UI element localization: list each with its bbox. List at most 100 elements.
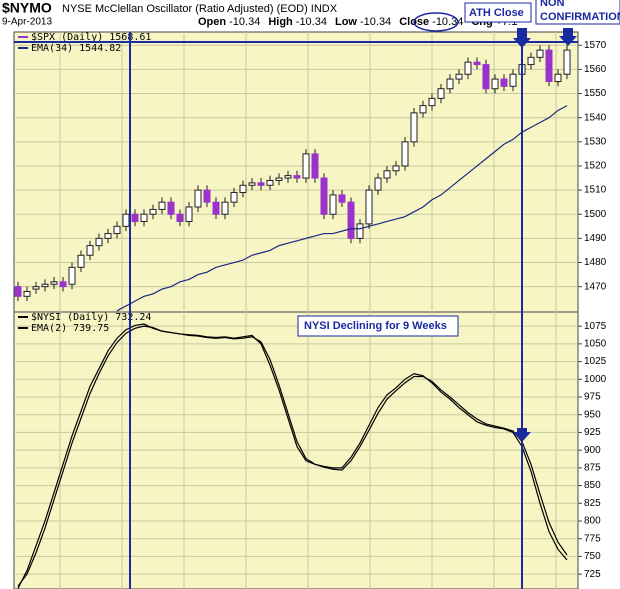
arrow xyxy=(513,428,531,442)
y-tick-label: 950 xyxy=(584,409,601,420)
y-tick-label: 825 xyxy=(584,498,601,509)
quote-value: -10.34 xyxy=(296,16,327,28)
candle-body xyxy=(194,189,202,208)
candle-body xyxy=(239,184,247,194)
candle-body xyxy=(113,225,121,235)
y-tick-label: 1050 xyxy=(584,339,607,350)
vertical-grid xyxy=(59,32,557,589)
candle-body xyxy=(482,64,490,90)
candle-body xyxy=(491,78,499,90)
quote-value: -10.34 xyxy=(432,16,463,28)
candle-body xyxy=(392,165,400,172)
candle-body xyxy=(401,141,409,167)
candle-body xyxy=(68,266,76,285)
y-tick-label: 1000 xyxy=(584,374,607,385)
candle-body xyxy=(41,283,49,288)
annotation: CONFIRMATION xyxy=(540,11,620,23)
candle-body xyxy=(275,177,283,181)
annotation-box xyxy=(535,0,620,25)
y-tick-label: 1500 xyxy=(584,209,607,220)
y-tick-label: 1470 xyxy=(584,281,607,292)
y-tick-label: 1480 xyxy=(584,257,607,268)
plot-background xyxy=(13,31,579,589)
candle-body xyxy=(257,182,265,186)
quote-label: Open xyxy=(198,16,226,28)
candle-body xyxy=(509,73,517,87)
series-group xyxy=(17,323,568,589)
annotation-box xyxy=(297,315,459,337)
quote-value: -10.34 xyxy=(360,16,391,28)
y-tick-label: 1540 xyxy=(584,112,607,123)
date: 9-Apr-2013 xyxy=(2,17,52,28)
candle-body xyxy=(284,175,292,179)
y-tick-label: 1520 xyxy=(584,161,607,172)
candle-body xyxy=(374,177,382,191)
candle-body xyxy=(230,192,238,203)
candle-body xyxy=(59,281,67,288)
quote-label: Low xyxy=(335,16,357,28)
candle-body xyxy=(158,201,166,210)
candle-body xyxy=(356,223,364,239)
candle-body xyxy=(293,175,301,179)
candle-body xyxy=(455,73,463,80)
chart-name: NYSE McClellan Oscillator (Ratio Adjuste… xyxy=(62,3,338,15)
y-tick-label: 875 xyxy=(584,462,601,473)
candle-body xyxy=(86,245,94,256)
candle-body xyxy=(365,189,373,225)
quote-label: High xyxy=(268,16,293,28)
y-tick-label: 775 xyxy=(584,533,601,544)
candle-body xyxy=(311,153,319,179)
series-line xyxy=(17,323,568,589)
arrow xyxy=(513,28,531,48)
plots: 1470 1480 1490 1500 1510 1520 1530 1540 1550 1560… xyxy=(14,32,607,589)
candle-body xyxy=(527,56,535,66)
candle-body xyxy=(248,182,256,186)
candle-body xyxy=(410,112,418,143)
legend-entry: $NYSI (Daily) 732.24 xyxy=(31,312,151,323)
y-tick-label: 1510 xyxy=(584,185,607,196)
y-tick-label: 1560 xyxy=(584,64,607,75)
y-tick-label: 800 xyxy=(584,516,601,527)
candle-body xyxy=(122,213,130,227)
y-tick-label: 750 xyxy=(584,551,601,562)
candle-body xyxy=(428,97,436,107)
candle-body xyxy=(536,49,544,58)
candle-body xyxy=(473,61,481,66)
y-tick-label: 975 xyxy=(584,392,601,403)
candle-body xyxy=(176,213,184,222)
candle-body xyxy=(32,286,40,290)
panel: 725 750 775 800 825 850 875 900 925 950 975 1000 102… xyxy=(14,312,607,589)
candle-body xyxy=(338,194,346,203)
candle-body xyxy=(221,201,229,215)
candle-body xyxy=(500,78,508,87)
legend-entry: $SPX (Daily) 1568.61 xyxy=(31,32,151,43)
candle-body xyxy=(23,290,31,297)
candle-body xyxy=(419,105,427,114)
y-tick-label: 1075 xyxy=(584,321,607,332)
y-tick-label: 725 xyxy=(584,569,601,580)
candle-body xyxy=(347,201,355,239)
series-line xyxy=(116,105,568,312)
candle-body xyxy=(446,78,454,90)
legend-entry: EMA(34) 1544.82 xyxy=(31,43,121,54)
candle-body xyxy=(50,281,58,285)
y-tick-label: 850 xyxy=(584,480,601,491)
candle-body xyxy=(563,49,571,75)
candle-body xyxy=(554,73,562,82)
candle-body xyxy=(383,170,391,179)
y-tick-label: 900 xyxy=(584,445,601,456)
candle-body xyxy=(149,208,157,215)
legend-entry: EMA(2) 739.75 xyxy=(31,323,109,334)
panel: 1470 1480 1490 1500 1510 1520 1530 1540 1550 1560… xyxy=(14,32,607,312)
candle-body xyxy=(167,201,175,215)
quote-value: -10.34 xyxy=(229,16,260,28)
highlight xyxy=(413,12,459,32)
y-tick-label: 1550 xyxy=(584,88,607,99)
candle-body xyxy=(95,237,103,247)
candle-body xyxy=(266,179,274,186)
y-tick-label: 1530 xyxy=(584,136,607,147)
annotation: NYSI Declining for 9 Weeks xyxy=(304,320,447,332)
candle-body xyxy=(329,194,337,215)
candle-body xyxy=(464,61,472,75)
